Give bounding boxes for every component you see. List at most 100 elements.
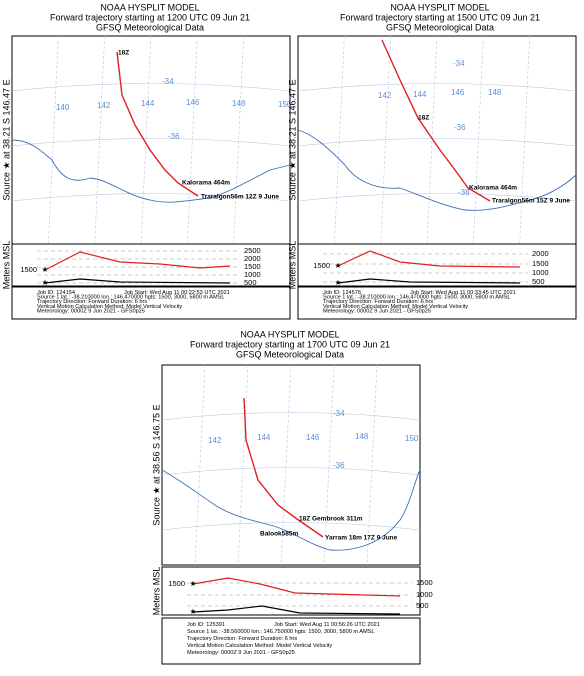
start-marker: ★ bbox=[190, 607, 197, 616]
grid-line bbox=[297, 138, 577, 147]
height-black bbox=[337, 278, 521, 284]
height-tick: 500 bbox=[416, 601, 429, 610]
map-label: 142 bbox=[208, 436, 222, 445]
height-black bbox=[192, 605, 401, 615]
map-frame bbox=[11, 35, 291, 245]
height-tick: 1000 bbox=[244, 270, 261, 279]
map-label: 148 bbox=[232, 99, 246, 108]
map-label: Balook585m bbox=[260, 531, 299, 538]
footer-line: Trajectory Direction: Forward Duration: … bbox=[37, 299, 147, 305]
height-tick: 2000 bbox=[244, 254, 261, 263]
footer-frame bbox=[11, 286, 291, 320]
grid-line bbox=[161, 412, 421, 421]
footer-line: Job Start: Wed Aug 11 00:56:26 UTC 2021 bbox=[274, 622, 380, 628]
title-line: Forward trajectory starting at 1500 UTC … bbox=[340, 12, 540, 22]
coastline bbox=[161, 469, 421, 551]
map-label: -38 bbox=[458, 188, 470, 197]
start-height: 1500 bbox=[168, 579, 185, 588]
height-axis-label: Meters MSL bbox=[1, 241, 11, 290]
title-line: GFSQ Meteorological Data bbox=[96, 22, 204, 32]
map-label: 144 bbox=[257, 433, 271, 442]
height-frame bbox=[297, 243, 577, 287]
height-red bbox=[337, 250, 521, 268]
coastline bbox=[11, 139, 291, 203]
map-label: 18Z bbox=[118, 50, 129, 57]
map-label: 146 bbox=[451, 88, 465, 97]
grid-line bbox=[161, 522, 421, 531]
footer-line: Vertical Motion Calculation Method: Mode… bbox=[37, 304, 182, 310]
height-tick: 1500 bbox=[532, 259, 549, 268]
footer-line: Job ID: 124576 bbox=[323, 290, 361, 296]
map-label: 148 bbox=[355, 432, 369, 441]
map-label: Kalorama 464m bbox=[469, 185, 517, 192]
map-label: 140 bbox=[56, 103, 70, 112]
source-label: Source ★ at 38.21 S 146.47 E bbox=[1, 79, 11, 200]
title-line: GFSQ Meteorological Data bbox=[236, 349, 344, 359]
title-line: NOAA HYSPLIT MODEL bbox=[240, 329, 339, 339]
source-label: Source ★ at 38.56 S 146.75 E bbox=[151, 404, 161, 525]
trajectory bbox=[381, 39, 491, 202]
grid-line bbox=[161, 467, 421, 476]
map-label: -34 bbox=[333, 409, 345, 418]
map-label: -34 bbox=[453, 59, 465, 68]
map-label: 146 bbox=[306, 433, 320, 442]
start-marker: ★ bbox=[335, 261, 342, 270]
grid-line bbox=[11, 138, 291, 147]
height-axis-label: Meters MSL bbox=[287, 241, 297, 290]
grid-line bbox=[366, 364, 378, 566]
footer-line: Trajectory Direction: Forward Duration: … bbox=[323, 299, 433, 305]
grid-line bbox=[297, 83, 577, 92]
map-label: 18Z Gembrook 311m bbox=[299, 516, 363, 523]
map-label: 150 bbox=[278, 100, 292, 109]
map-label: 142 bbox=[378, 91, 392, 100]
height-frame bbox=[161, 566, 421, 616]
map-label: 146 bbox=[186, 98, 200, 107]
map-label: 144 bbox=[413, 90, 427, 99]
footer-line: Meteorology: 0000Z 9 Jun 2021 - GFS0p25 bbox=[187, 650, 295, 656]
map-label: 150 bbox=[405, 434, 419, 443]
start-marker: ★ bbox=[42, 278, 49, 287]
footer-line: Meteorology: 0000Z 9 Jun 2021 - GFS0p25 bbox=[37, 308, 145, 314]
grid-line bbox=[194, 364, 206, 566]
map-label: Traralgon56m 12Z 9 June bbox=[201, 194, 279, 201]
height-tick: 2500 bbox=[244, 246, 261, 255]
title-line: GFSQ Meteorological Data bbox=[386, 22, 494, 32]
footer-line: Source 1 lat.: -38.210000 lon.: 146.4700… bbox=[37, 294, 225, 300]
title-line: Forward trajectory starting at 1200 UTC … bbox=[50, 12, 250, 22]
title-line: NOAA HYSPLIT MODEL bbox=[390, 2, 489, 12]
height-black bbox=[44, 278, 231, 284]
footer-line: Job Start: Wed Aug 11 00:33:45 UTC 2021 bbox=[410, 290, 516, 296]
grid-line bbox=[11, 193, 291, 202]
title-line: NOAA HYSPLIT MODEL bbox=[100, 2, 199, 12]
footer-line: Job ID: 124154 bbox=[37, 290, 75, 296]
height-tick: 1000 bbox=[416, 590, 433, 599]
footer-line: Meteorology: 0000Z 9 Jun 2021 - GFS0p25 bbox=[323, 308, 431, 314]
footer-line: Vertical Motion Calculation Method: Mode… bbox=[323, 304, 468, 310]
height-tick: 500 bbox=[532, 277, 545, 286]
trajectory bbox=[116, 51, 199, 197]
height-tick: 1500 bbox=[244, 262, 261, 271]
start-height: 1500 bbox=[20, 265, 37, 274]
map-label: 18Z bbox=[418, 115, 429, 122]
map-label: Kalorama 464m bbox=[182, 180, 230, 187]
map-label: 142 bbox=[97, 101, 111, 110]
height-tick: 2000 bbox=[532, 249, 549, 258]
footer-line: Trajectory Direction: Forward Duration: … bbox=[187, 636, 297, 642]
map-label: Traralgon56m 15Z 9 June bbox=[492, 198, 570, 205]
start-marker: ★ bbox=[190, 579, 197, 588]
height-tick: 1500 bbox=[416, 578, 433, 587]
height-tick: 500 bbox=[244, 278, 257, 287]
map-label: 144 bbox=[141, 99, 155, 108]
footer-line: Vertical Motion Calculation Method: Mode… bbox=[187, 643, 332, 649]
grid-line bbox=[280, 364, 292, 566]
footer-line: Source 1 lat.: -38.210000 lon.: 146.4700… bbox=[323, 294, 511, 300]
height-tick: 1000 bbox=[532, 268, 549, 277]
grid-line bbox=[237, 364, 249, 566]
map-label: -36 bbox=[454, 123, 466, 132]
map-frame bbox=[161, 364, 421, 566]
footer-line: Job Start: Wed Aug 11 00:22:53 UTC 2021 bbox=[124, 290, 230, 296]
map-label: 148 bbox=[488, 88, 502, 97]
height-red bbox=[44, 251, 231, 271]
footer-line: Source 1 lat.: -38.560000 lon.: 146.7500… bbox=[187, 629, 375, 635]
